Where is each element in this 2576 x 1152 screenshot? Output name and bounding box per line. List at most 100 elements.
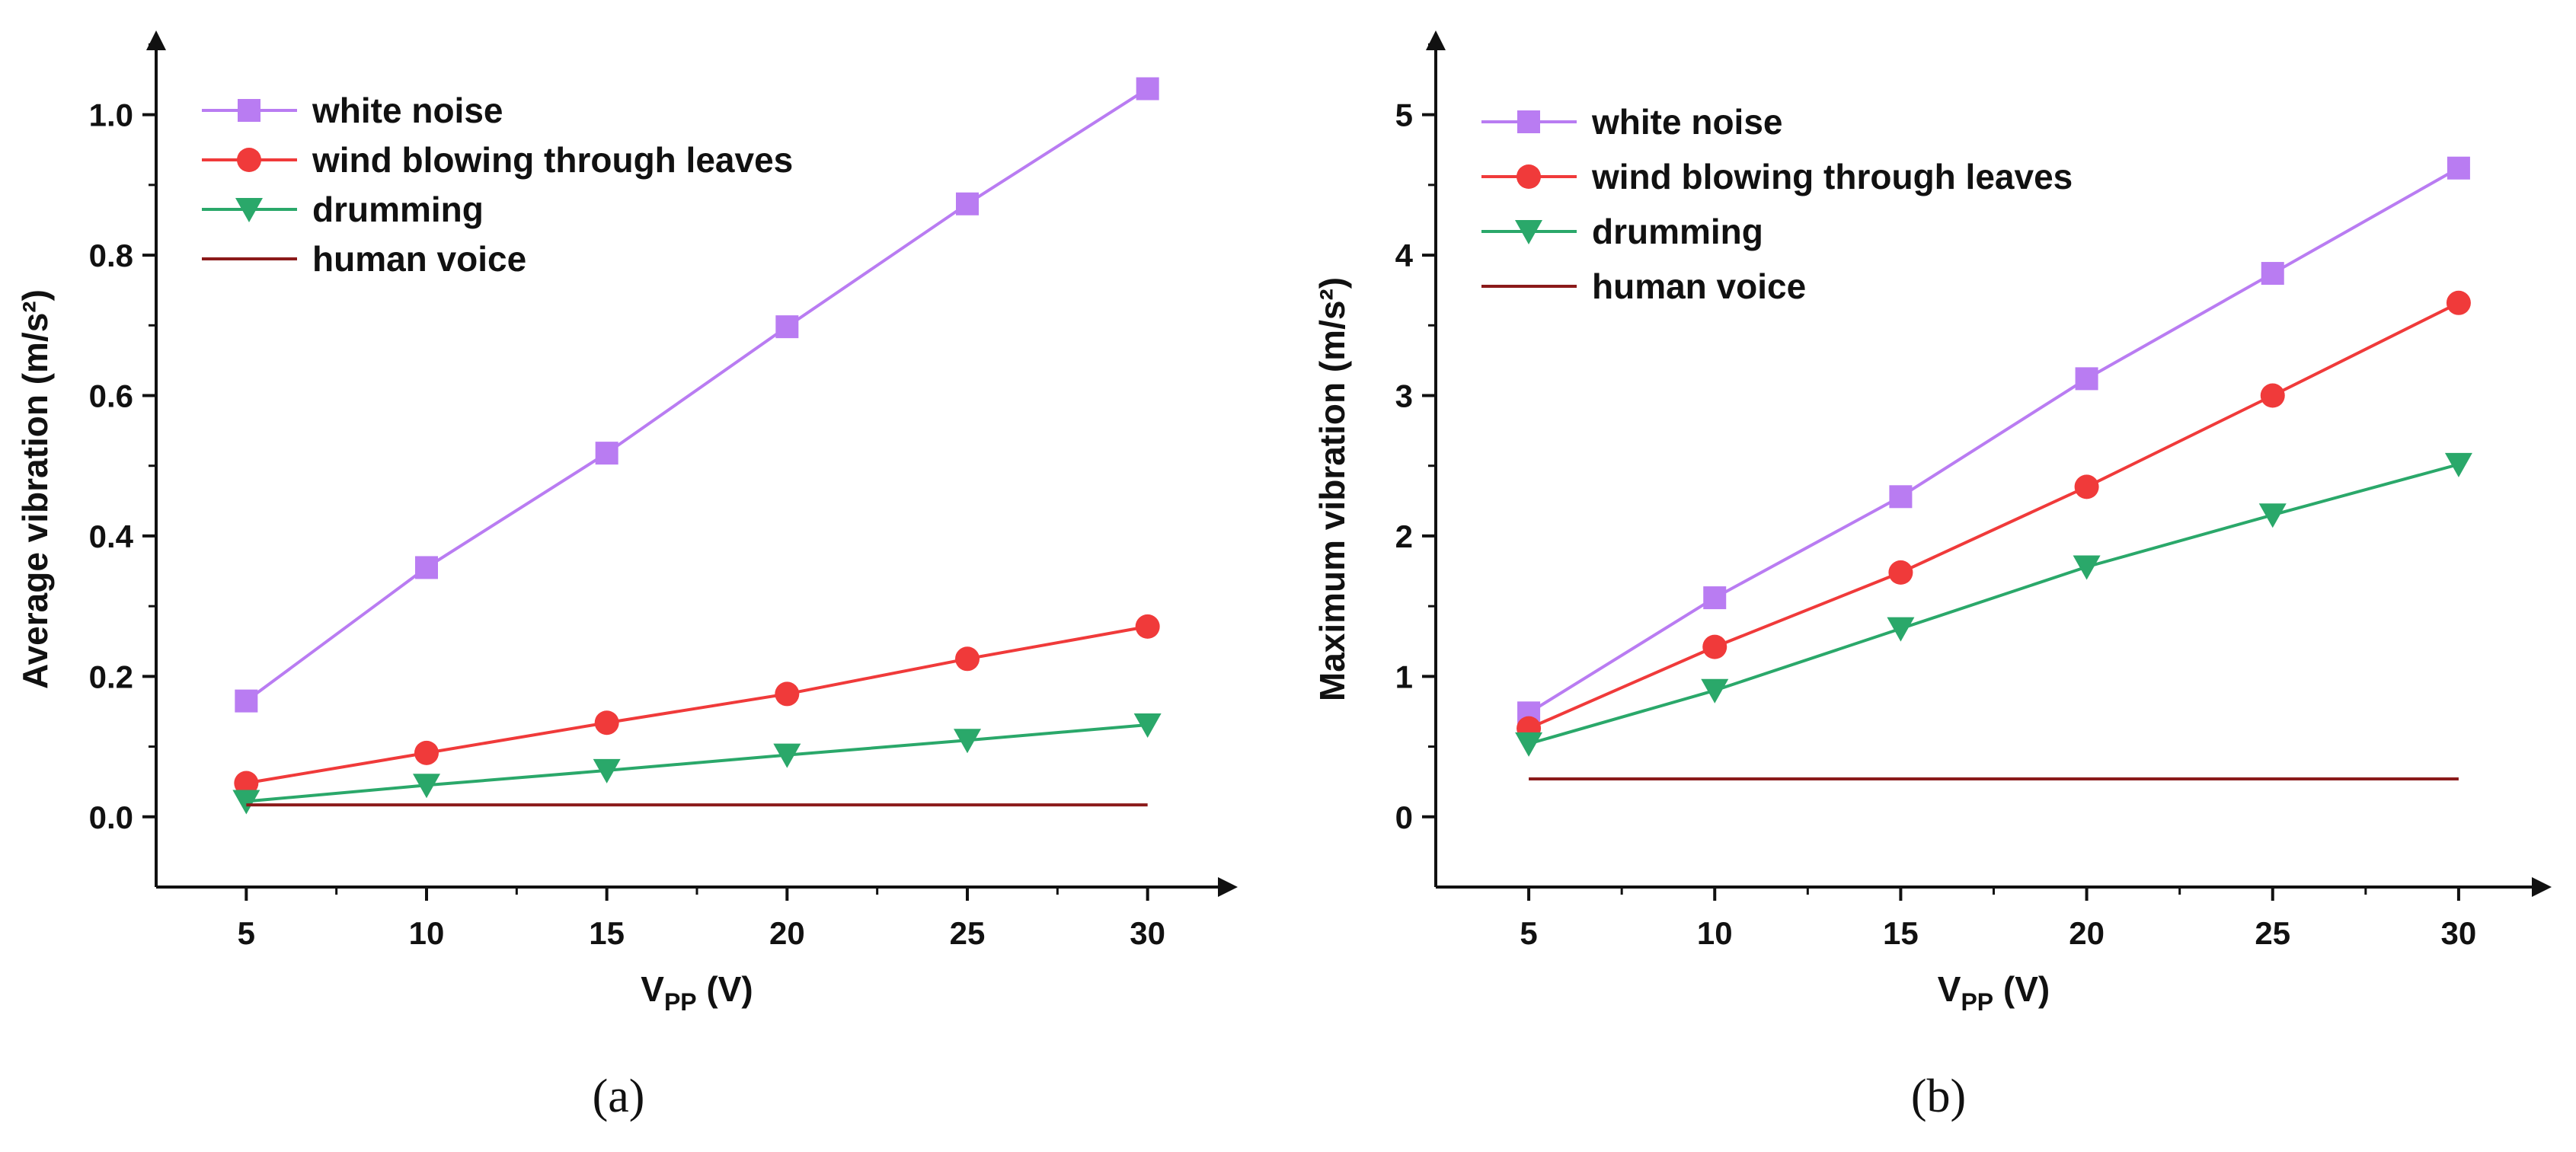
legend-label: white noise <box>312 91 503 130</box>
x-tick-label: 25 <box>2255 915 2290 951</box>
y-axis-title: Maximum vibration (m/s²) <box>1312 277 1352 701</box>
chart-panel-a: 5 10 15 20 25 30 0.0 0.2 0.4 0.6 0.8 1.0 VPP (V) Aver… <box>15 30 1238 1122</box>
data-point <box>956 192 979 215</box>
x-axis-title-sub: PP <box>1961 988 1993 1016</box>
y-axis-title: Average vibration (m/s²) <box>15 289 55 689</box>
y-tick-label: 0.4 <box>89 519 134 554</box>
data-point <box>1703 586 1727 610</box>
legend-marker <box>1515 220 1542 244</box>
x-axis-title-main: V <box>1938 969 1961 1009</box>
data-point <box>1515 732 1543 757</box>
y-tick-label: 0.0 <box>89 799 133 835</box>
data-point <box>595 442 618 465</box>
y-tick-label: 3 <box>1395 378 1413 414</box>
series-line <box>1528 462 2459 745</box>
data-point <box>2260 383 2285 408</box>
y-tick-label: 0.6 <box>89 378 133 414</box>
data-point <box>235 689 258 713</box>
data-point <box>234 771 259 796</box>
x-tick-label: 30 <box>1130 915 1165 951</box>
data-point <box>1887 617 1915 642</box>
data-point <box>1888 560 1913 585</box>
series-line <box>1528 166 2459 715</box>
x-axis-title: VPP (V) <box>641 969 753 1016</box>
legend-label: human voice <box>312 239 526 279</box>
legend: white noise wind blowing through leaves dr… <box>1481 102 2073 306</box>
legend-label: white noise <box>1591 102 1782 142</box>
legend-marker <box>1517 110 1540 133</box>
data-point <box>413 774 440 799</box>
legend-marker <box>238 99 260 122</box>
series-drumming <box>232 713 1162 815</box>
data-point <box>775 315 799 339</box>
y-tick-label: 0.8 <box>89 238 133 273</box>
data-point <box>1701 678 1729 704</box>
data-point <box>2075 367 2098 391</box>
x-tick-label: 5 <box>238 915 255 951</box>
x-axis-arrow-icon <box>2532 877 2552 897</box>
series-line <box>245 87 1149 703</box>
data-point <box>2447 156 2470 180</box>
data-point <box>414 740 439 765</box>
series-line <box>246 624 1149 785</box>
legend: white noise wind blowing through leaves dr… <box>202 91 793 279</box>
x-axis-title-sub: PP <box>664 988 697 1016</box>
x-tick-label: 25 <box>950 915 986 951</box>
data-point <box>1136 77 1159 101</box>
series-line <box>1528 301 2459 730</box>
data-point <box>954 729 981 754</box>
series-wind <box>1517 290 2471 741</box>
data-point <box>2074 474 2099 499</box>
legend-label: human voice <box>1592 266 1806 306</box>
series-drumming <box>1515 452 2472 757</box>
series-white-noise <box>235 77 1159 713</box>
x-tick-label: 30 <box>2441 915 2477 951</box>
x-tick-label: 20 <box>769 915 805 951</box>
legend-marker <box>1517 164 1541 189</box>
data-point <box>2258 503 2287 528</box>
panel-label: (a) <box>593 1071 645 1122</box>
x-tick-label: 10 <box>409 915 445 951</box>
y-tick-label: 1.0 <box>89 97 133 133</box>
data-point <box>1133 713 1162 738</box>
y-tick-label: 0.2 <box>89 659 133 694</box>
data-point <box>2073 555 2101 580</box>
data-point <box>775 681 800 707</box>
chart-panel-b: 5 10 15 20 25 30 0 1 2 3 4 5 VPP (V) Maximum vibratio… <box>1312 30 2552 1122</box>
data-point <box>232 790 260 815</box>
data-point <box>773 743 801 768</box>
series-line <box>246 723 1148 803</box>
data-point <box>2446 290 2471 315</box>
data-point <box>955 646 980 672</box>
panel-label: (b) <box>1911 1071 1966 1122</box>
x-tick-label: 15 <box>589 915 625 951</box>
x-axis-title-unit: (V) <box>1993 969 2050 1009</box>
legend-marker <box>237 148 261 172</box>
data-point <box>1889 485 1913 509</box>
y-tick-label: 4 <box>1395 238 1414 273</box>
legend-marker <box>235 198 263 222</box>
x-tick-label: 15 <box>1883 915 1919 951</box>
x-axis-arrow-icon <box>1218 877 1238 897</box>
data-point <box>415 556 438 579</box>
legend-label: wind blowing through leaves <box>1591 157 2073 196</box>
legend-label: drumming <box>312 190 484 229</box>
y-tick-label: 5 <box>1395 97 1413 133</box>
y-tick-label: 0 <box>1395 799 1413 835</box>
data-point <box>594 710 619 736</box>
x-axis-title-main: V <box>641 969 664 1009</box>
x-tick-label: 10 <box>1697 915 1733 951</box>
y-axis-arrow-icon <box>1426 30 1446 50</box>
legend-label: drumming <box>1592 212 1763 251</box>
legend-label: wind blowing through leaves <box>312 140 793 180</box>
data-point <box>1702 634 1727 659</box>
series-wind <box>234 614 1160 796</box>
data-point <box>2261 262 2284 286</box>
data-point <box>593 758 621 783</box>
y-tick-label: 2 <box>1395 519 1413 554</box>
x-tick-label: 20 <box>2069 915 2105 951</box>
y-tick-label: 1 <box>1395 659 1413 694</box>
y-axis-arrow-icon <box>146 30 166 50</box>
x-axis-title: VPP (V) <box>1938 969 2050 1016</box>
